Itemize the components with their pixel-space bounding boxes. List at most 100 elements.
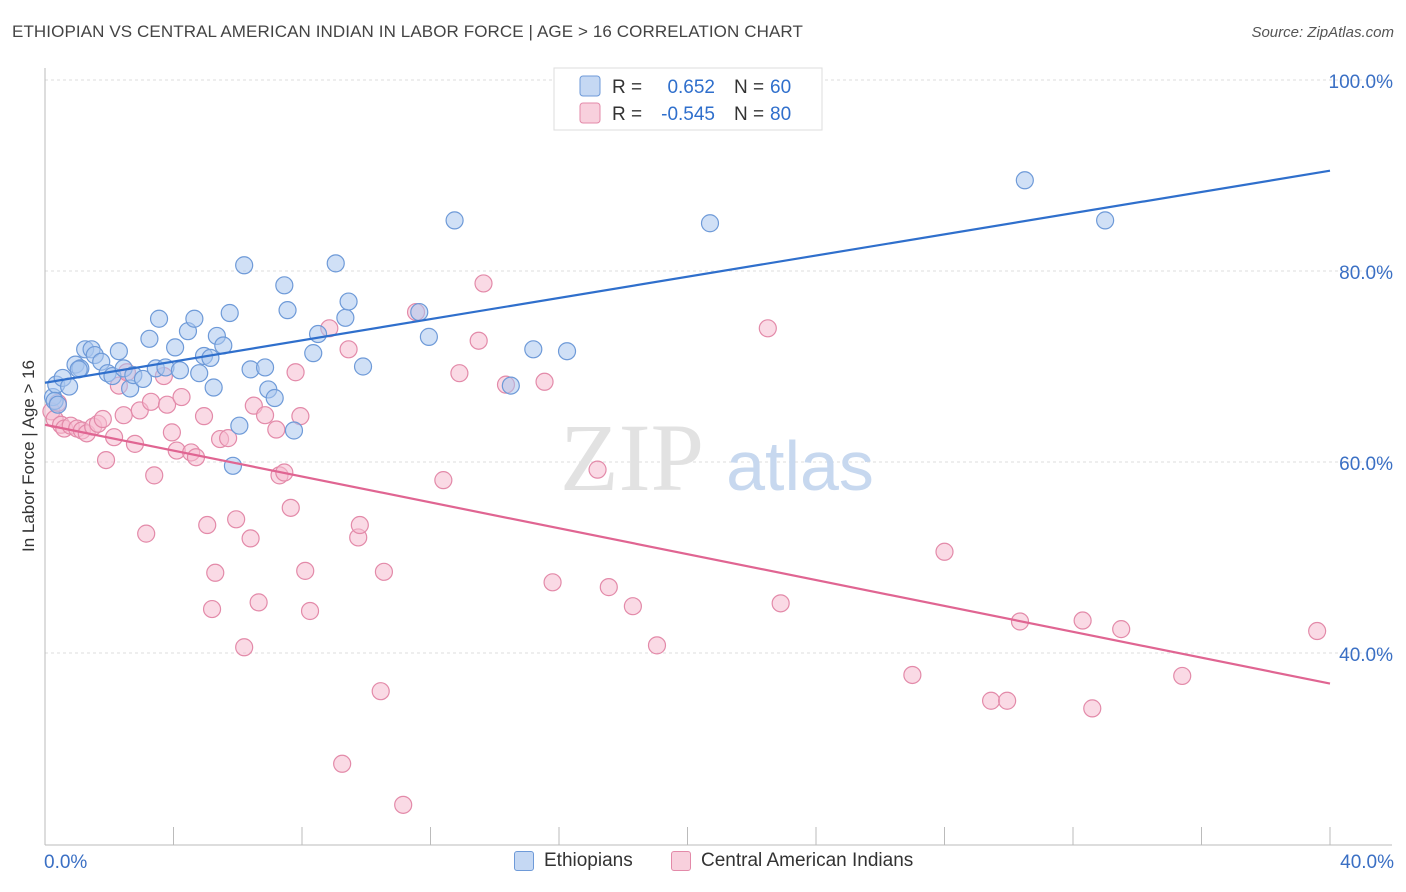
data-point [202, 599, 222, 619]
data-point [93, 409, 112, 429]
data-point [190, 364, 209, 383]
data-point [1308, 621, 1327, 641]
x-tick-label-min: 0.0% [44, 852, 88, 873]
legend-label-ethiopians: Ethiopians [544, 850, 633, 871]
y-tick-label: 40.0% [1339, 645, 1393, 666]
data-point [326, 254, 345, 273]
data-point [235, 638, 254, 657]
data-point [350, 515, 369, 535]
data-point [308, 324, 328, 344]
data-point [206, 563, 225, 582]
chart-title: ETHIOPIAN VS CENTRAL AMERICAN INDIAN IN … [12, 22, 803, 41]
y-tick-label: 80.0% [1339, 263, 1393, 284]
data-point [201, 348, 220, 368]
data-point [166, 338, 185, 357]
data-point [758, 319, 777, 338]
data-point [903, 665, 922, 685]
data-point [445, 211, 464, 230]
data-point [133, 369, 153, 389]
data-point [1083, 699, 1102, 718]
watermark: ZIP atlas [560, 404, 874, 511]
data-point [162, 423, 181, 442]
legend-item-central-american-indians: Central American Indians [671, 850, 913, 872]
axes [44, 68, 1392, 846]
data-point [286, 363, 305, 382]
stats-legend-r-label-2: R = [612, 104, 642, 125]
legend-item-ethiopians: Ethiopians [514, 850, 633, 872]
data-point [647, 636, 667, 655]
stats-legend-n-label-1: N = [734, 77, 764, 98]
data-point [227, 510, 246, 529]
data-point [220, 303, 239, 323]
data-point [998, 691, 1017, 710]
data-point [265, 388, 284, 408]
data-point [374, 562, 394, 581]
data-point [137, 524, 156, 543]
data-point [394, 795, 413, 814]
data-point [300, 601, 320, 621]
stats-legend: R = 0.652 N = 60 R = -0.545 N = 80 [553, 67, 823, 131]
data-point [235, 256, 254, 275]
y-axis-label: In Labor Force | Age > 16 [19, 360, 38, 552]
data-point [588, 460, 607, 479]
data-point [230, 416, 249, 435]
stats-legend-r-value-1: 0.652 [667, 77, 715, 98]
data-point [1112, 620, 1131, 639]
data-point [157, 395, 177, 414]
stats-legend-pink-swatch [579, 102, 601, 124]
data-point [623, 597, 642, 616]
data-point [241, 529, 260, 548]
legend-label-central-american-indians: Central American Indians [701, 850, 914, 871]
data-point [1096, 211, 1115, 230]
x-tick-label-max: 40.0% [1340, 852, 1394, 873]
data-point [304, 344, 323, 363]
data-point [339, 340, 358, 359]
data-point [410, 302, 429, 322]
data-point [114, 406, 133, 425]
data-point [278, 301, 297, 320]
data-point [255, 358, 275, 377]
data-point [371, 682, 390, 701]
stats-legend-n-label-2: N = [734, 104, 764, 125]
data-point [1015, 171, 1034, 190]
data-point [48, 395, 67, 414]
data-point [172, 387, 191, 407]
data-point [501, 376, 520, 395]
data-point [109, 342, 128, 361]
data-point [296, 561, 315, 580]
data-point [700, 214, 720, 233]
data-point [145, 466, 164, 485]
data-point [249, 593, 268, 612]
data-point [535, 372, 554, 391]
data-point [434, 471, 453, 490]
data-point [219, 429, 238, 448]
y-tick-label: 100.0% [1329, 72, 1394, 93]
series-ethiopians [43, 171, 1115, 475]
data-point [474, 274, 493, 293]
data-point [599, 578, 618, 597]
data-point [935, 542, 954, 561]
watermark-atlas: atlas [726, 427, 874, 505]
data-point [450, 364, 469, 383]
data-point [1073, 611, 1092, 630]
stats-legend-blue-swatch [579, 75, 601, 97]
chart-source: Source: ZipAtlas.com [1251, 24, 1394, 41]
stats-legend-n-value-1: 60 [770, 77, 791, 98]
legend-swatch-blue [514, 851, 534, 871]
data-point [96, 450, 116, 470]
data-point [198, 515, 217, 535]
bottom-legend: Ethiopians Central American Indians [0, 850, 1406, 878]
stats-legend-r-label-1: R = [612, 77, 642, 98]
legend-swatch-pink [671, 851, 691, 871]
data-point [524, 340, 543, 359]
trend-lines [44, 169, 1331, 685]
data-point [339, 292, 358, 311]
data-point [981, 691, 1001, 710]
series-central-american-indians [42, 274, 1327, 814]
data-point [170, 361, 190, 380]
data-point [185, 309, 204, 328]
stats-legend-n-value-2: 80 [770, 104, 791, 125]
data-point [469, 331, 488, 350]
data-point [419, 327, 438, 346]
